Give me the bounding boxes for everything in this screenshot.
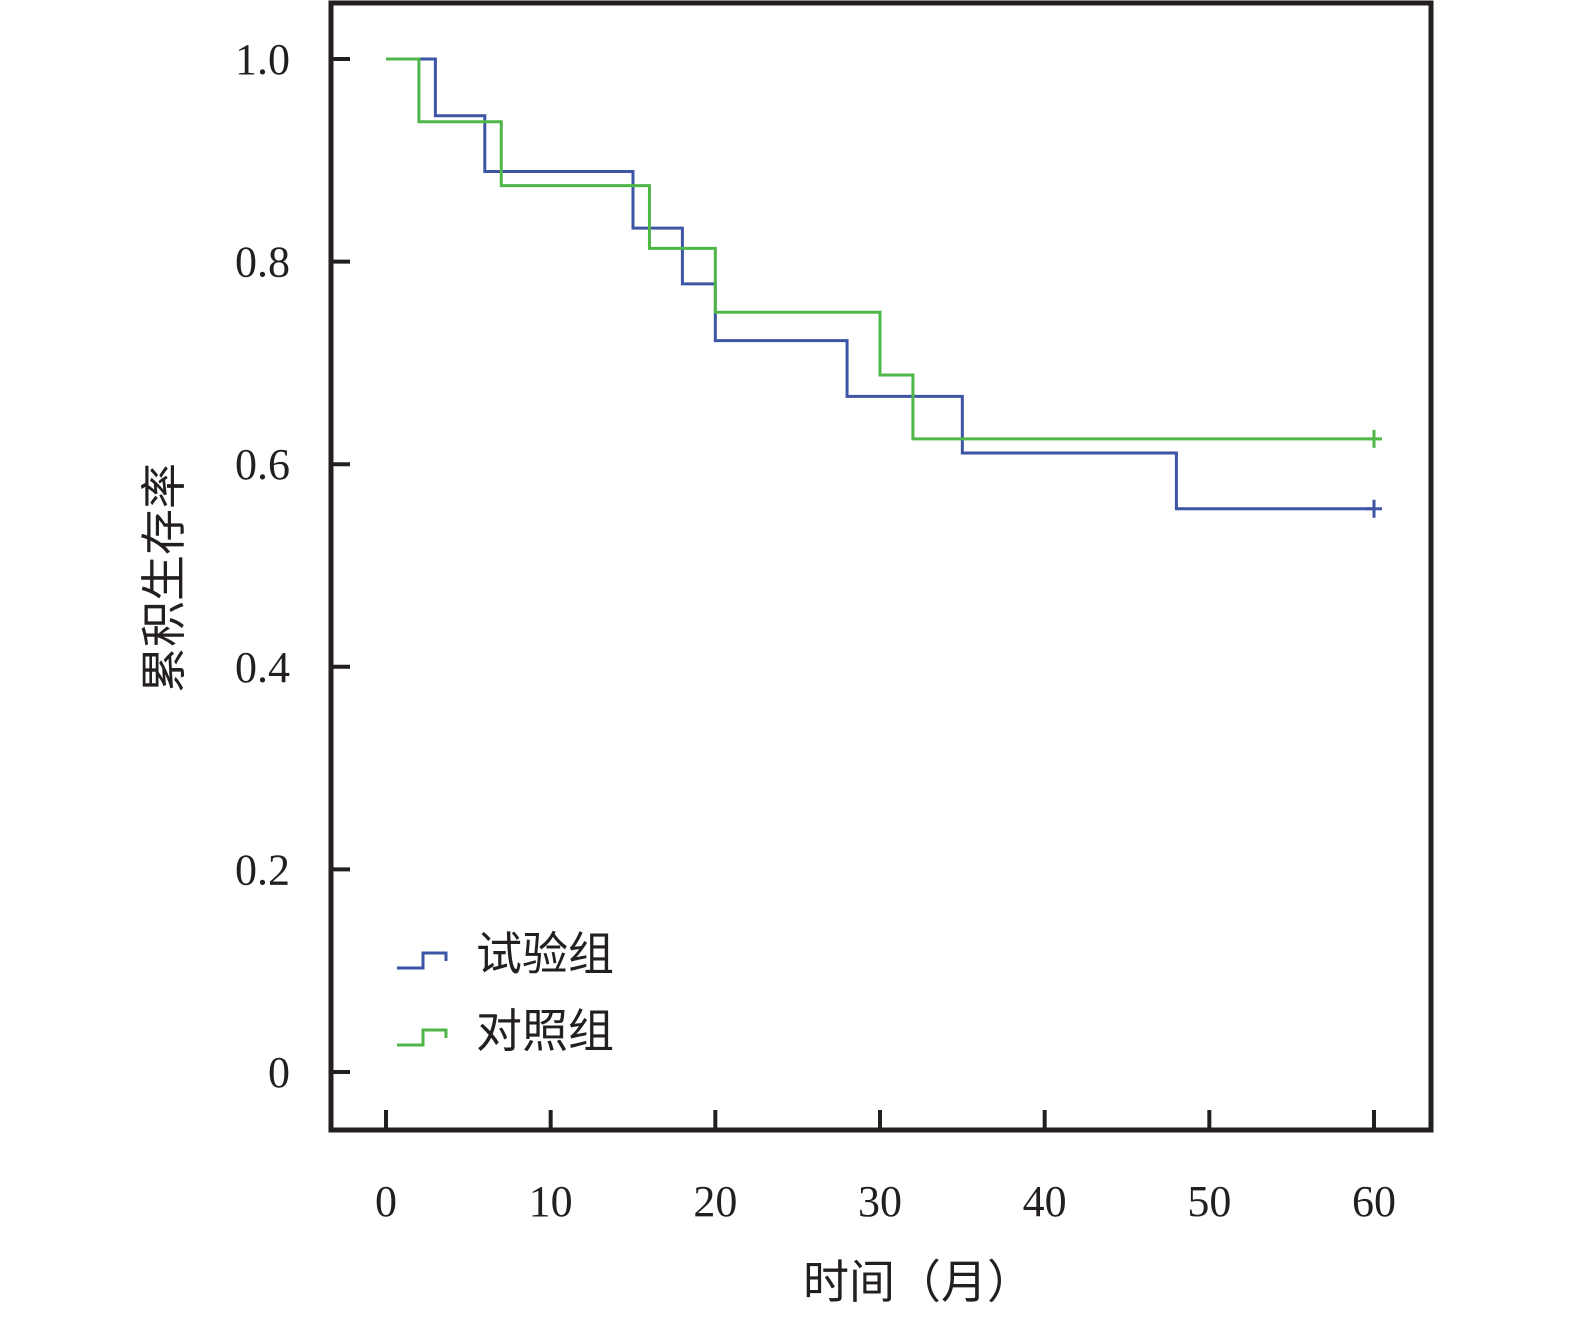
legend-entry: 试验组 [397, 927, 614, 981]
labels-layer: 0 0.2 0.4 0.6 0.8 1.0 0 10 20 30 40 50 60 [235, 35, 1396, 1226]
legend-label: 试验组 [476, 927, 614, 981]
legend-swatch [397, 951, 448, 970]
x-tick-label: 10 [529, 1177, 573, 1226]
x-tick-label: 0 [375, 1177, 397, 1226]
y-tick-label: 0.6 [235, 440, 290, 489]
x-axis-title: 时间（月） [803, 1255, 1033, 1309]
series-layer [386, 57, 1382, 518]
ticks-layer [331, 57, 1376, 1130]
y-tick-label: 1.0 [235, 35, 290, 84]
x-tick-label: 30 [858, 1177, 902, 1226]
y-tick-label: 0.4 [235, 643, 290, 692]
legend-entry: 对照组 [397, 1004, 614, 1058]
y-tick-label: 0.8 [235, 238, 290, 287]
y-tick-label: 0.2 [235, 845, 290, 894]
x-tick-label: 50 [1187, 1177, 1231, 1226]
x-tick-label: 20 [693, 1177, 737, 1226]
legend-label: 对照组 [476, 1004, 614, 1058]
y-axis-title: 累积生存率 [137, 463, 191, 693]
series-line-1 [386, 57, 1374, 511]
x-tick-label: 40 [1023, 1177, 1067, 1226]
legend-swatch [397, 1028, 448, 1047]
x-tick-label: 60 [1352, 1177, 1396, 1226]
y-tick-label: 0 [268, 1048, 290, 1097]
series-line-2 [386, 57, 1374, 441]
